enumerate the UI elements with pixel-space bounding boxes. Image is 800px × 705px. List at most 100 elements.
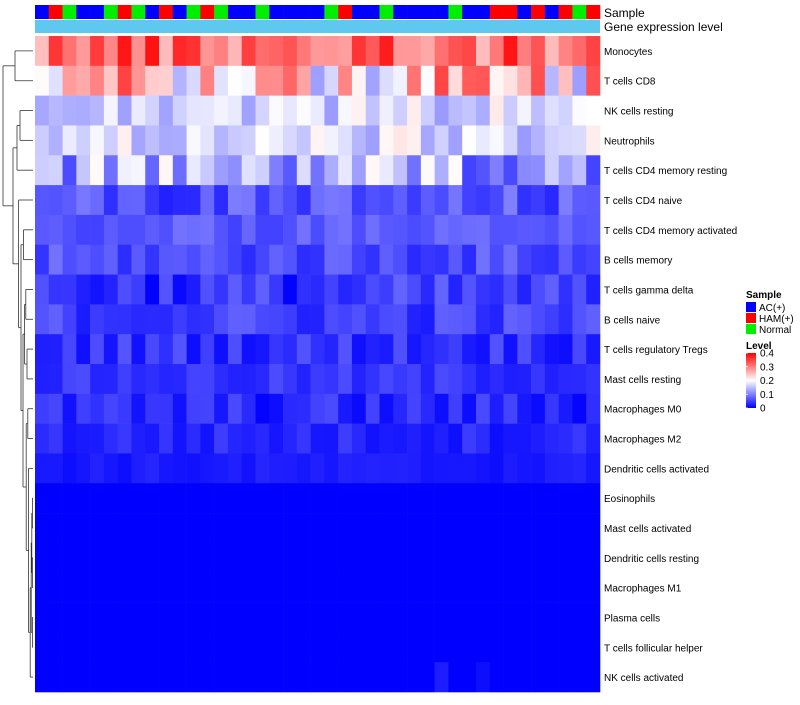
- heatmap-cell: [448, 393, 463, 424]
- heatmap-cell: [489, 244, 504, 275]
- heatmap-cell: [241, 274, 256, 305]
- heatmap-cell: [517, 513, 532, 544]
- heatmap-cell: [544, 662, 559, 693]
- heatmap-cell: [145, 274, 160, 305]
- heatmap-cell: [448, 185, 463, 216]
- heatmap-cell: [255, 65, 270, 96]
- heatmap-cell: [241, 513, 256, 544]
- heatmap-cell: [117, 393, 132, 424]
- heatmap-cell: [379, 334, 394, 365]
- heatmap-cell: [227, 602, 243, 633]
- heatmap-cell: [475, 334, 491, 365]
- heatmap-cell: [241, 423, 256, 454]
- heatmap-cell: [338, 602, 353, 633]
- heatmap-cell: [558, 662, 573, 693]
- heatmap-cell: [324, 304, 339, 335]
- heatmap-cell: [420, 483, 435, 514]
- heatmap-cell: [310, 65, 325, 96]
- heatmap-cell: [186, 65, 201, 96]
- heatmap-cell: [420, 513, 435, 544]
- heatmap-cell: [227, 65, 243, 96]
- heatmap-cell: [338, 393, 353, 424]
- heatmap-cell: [172, 513, 187, 544]
- heatmap-cell: [379, 453, 394, 484]
- heatmap-cell: [379, 632, 394, 663]
- heatmap-cell: [145, 632, 160, 663]
- heatmap-cell: [310, 423, 325, 454]
- heatmap-cell: [131, 423, 146, 454]
- heatmap-cell: [462, 662, 477, 693]
- heatmap-cell: [296, 632, 311, 663]
- sample-track-cell: [186, 5, 201, 19]
- heatmap-cell: [558, 542, 573, 574]
- heatmap-cell: [544, 453, 559, 484]
- heatmap-cell: [269, 214, 284, 246]
- heatmap-cell: [503, 185, 518, 216]
- heatmap-cell: [379, 304, 394, 335]
- heatmap-cell: [103, 36, 118, 67]
- heatmap-cell: [241, 65, 256, 96]
- heatmap-cell: [241, 304, 256, 335]
- heatmap-cell: [131, 36, 146, 67]
- heatmap-cell: [227, 155, 243, 186]
- heatmap-cell: [186, 304, 201, 335]
- heatmap-cell: [145, 572, 160, 603]
- heatmap-cell: [296, 572, 311, 603]
- heatmap-cell: [407, 513, 422, 544]
- heatmap-cell: [269, 125, 284, 156]
- heatmap-cell: [186, 36, 201, 67]
- heatmap-cell: [393, 214, 408, 246]
- heatmap-cell: [434, 632, 449, 663]
- heatmap-cell: [200, 572, 215, 603]
- heatmap-cell: [296, 155, 311, 186]
- heatmap-cell: [531, 155, 546, 186]
- heatmap-cell: [90, 334, 105, 365]
- sample-track-cell: [517, 5, 532, 19]
- heatmap-cell: [227, 95, 243, 126]
- sample-legend-title: Sample: [746, 290, 782, 301]
- heatmap-cell: [214, 36, 229, 67]
- heatmap-cell: [434, 95, 449, 126]
- heatmap-cell: [338, 125, 353, 156]
- heatmap-cell: [310, 125, 325, 156]
- heatmap-cell: [76, 453, 91, 484]
- level-tick-label: 0.1: [760, 390, 774, 401]
- heatmap-cell: [103, 423, 118, 454]
- heatmap-cell: [531, 602, 546, 633]
- heatmap-cell: [586, 95, 601, 126]
- heatmap-cell: [558, 185, 573, 216]
- heatmap-cell: [462, 214, 477, 246]
- level-tick-label: 0.2: [760, 376, 774, 387]
- row-dendrogram: [2, 50, 33, 678]
- heatmap-cell: [35, 214, 50, 246]
- heatmap-cell: [200, 542, 215, 574]
- heatmap-cell: [76, 125, 91, 156]
- heatmap-cell: [283, 334, 298, 365]
- row-label: Monocytes: [604, 47, 652, 58]
- sample-track-cell: [227, 5, 243, 19]
- heatmap-cell: [420, 185, 435, 216]
- heatmap-cell: [572, 423, 587, 454]
- heatmap-cell: [159, 393, 174, 424]
- heatmap-cell: [393, 513, 408, 544]
- heatmap-cell: [475, 36, 491, 67]
- heatmap-cell: [489, 423, 504, 454]
- heatmap-cell: [283, 662, 298, 693]
- heatmap-cell: [324, 572, 339, 603]
- heatmap-cell: [475, 393, 491, 424]
- heatmap-cell: [62, 185, 77, 216]
- heatmap-cell: [172, 334, 187, 365]
- heatmap-cell: [131, 125, 146, 156]
- heatmap-cell: [489, 65, 504, 96]
- heatmap-cell: [48, 423, 63, 454]
- heatmap-cell: [186, 483, 201, 514]
- heatmap-cell: [586, 155, 601, 186]
- heatmap-cell: [379, 572, 394, 603]
- row-label: Mast cells activated: [604, 524, 691, 535]
- heatmap-cell: [517, 632, 532, 663]
- heatmap-cell: [517, 393, 532, 424]
- heatmap-cell: [558, 214, 573, 246]
- heatmap-cell: [145, 65, 160, 96]
- heatmap-cell: [517, 483, 532, 514]
- heatmap-cell: [117, 632, 132, 663]
